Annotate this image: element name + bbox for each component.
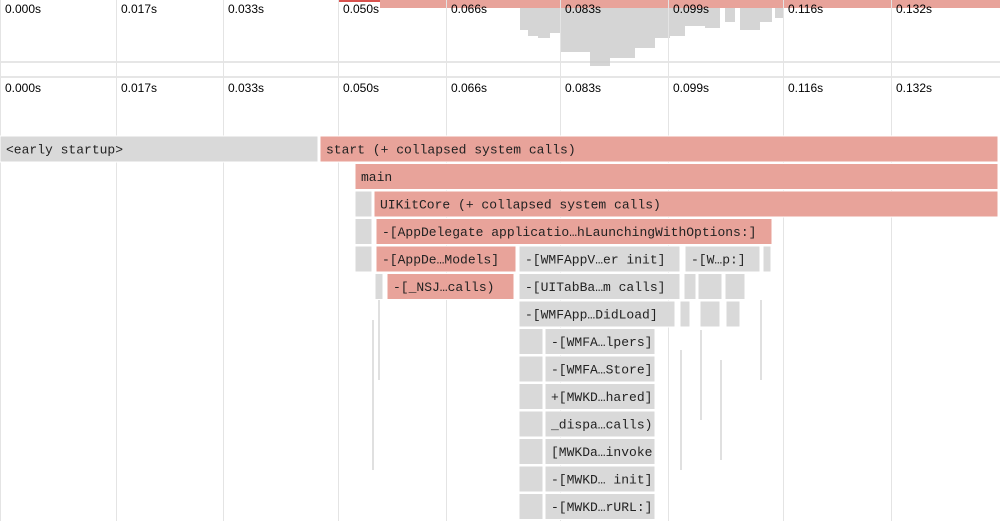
- timeline-tick-label: 0.017s: [121, 81, 157, 95]
- frame[interactable]: [386, 273, 515, 300]
- minimap-tick-label: 0.083s: [565, 2, 601, 16]
- frame-label: -[MWKD… init]: [551, 472, 652, 487]
- frame[interactable]: [374, 273, 384, 300]
- frame[interactable]: [354, 163, 999, 190]
- histogram-bar: [655, 8, 670, 38]
- frame-label: -[UITabBa…m calls]: [525, 280, 665, 295]
- histogram-bar: [550, 8, 560, 33]
- timeline-tick-label: 0.132s: [896, 81, 932, 95]
- timeline-tick-label: 0.050s: [343, 81, 379, 95]
- histogram-bar: [740, 8, 760, 30]
- frame-label: [MWKDa…invoke: [551, 445, 652, 460]
- frame[interactable]: [354, 218, 373, 245]
- frame-label: -[WMFA…lpers]: [551, 335, 652, 350]
- frame[interactable]: [518, 410, 544, 438]
- frame-sliver: [760, 300, 762, 380]
- frames: <early startup> start (+ collapsed system…: [0, 135, 999, 520]
- histogram-bar: [610, 8, 635, 58]
- minimap-tick-label: 0.116s: [788, 2, 823, 16]
- histogram-bar: [685, 8, 705, 26]
- frame-sliver: [372, 320, 374, 470]
- frame-label: -[WMFAppV…er init]: [525, 252, 665, 267]
- histogram-bar: [670, 8, 685, 36]
- frame[interactable]: [679, 300, 691, 328]
- frame-label: -[_NSJ…calls): [393, 280, 494, 295]
- frame[interactable]: [544, 438, 656, 465]
- frame[interactable]: [518, 493, 544, 520]
- frame-sliver: [378, 300, 380, 380]
- timeline-tick-label: 0.033s: [228, 81, 264, 95]
- histogram-bar: [590, 8, 610, 66]
- frame-label: main: [361, 170, 392, 185]
- frame-label: <early startup>: [6, 142, 123, 157]
- frame[interactable]: [354, 190, 373, 218]
- minimap-tick-label: 0.050s: [343, 2, 379, 16]
- frame-label: +[MWKD…hared]: [551, 390, 652, 405]
- histogram-bar: [538, 8, 550, 38]
- frame-label: -[MWKD…rURL:]: [551, 500, 652, 515]
- histogram-bar: [760, 8, 772, 22]
- frame[interactable]: [518, 355, 544, 383]
- timeline-tick-label: 0.116s: [788, 81, 823, 95]
- frame-label: start (+ collapsed system calls): [326, 142, 576, 157]
- frame-sliver: [700, 330, 702, 420]
- frame[interactable]: [518, 300, 676, 328]
- timeline-tick-label: 0.099s: [673, 81, 709, 95]
- frame[interactable]: [544, 383, 656, 410]
- frame-sliver: [680, 350, 682, 470]
- minimap-tick-label: 0.000s: [5, 2, 41, 16]
- histogram-bar: [775, 8, 783, 18]
- frame-label: -[AppDe…Models]: [382, 252, 499, 267]
- frame-label: _dispa…calls): [550, 417, 652, 432]
- frame[interactable]: [518, 438, 544, 465]
- histogram-bar: [520, 8, 528, 30]
- frame[interactable]: [544, 410, 656, 438]
- frame[interactable]: [724, 273, 746, 300]
- minimap-tick-label: 0.132s: [896, 2, 932, 16]
- histogram-bar: [725, 8, 735, 22]
- frame[interactable]: [518, 245, 681, 273]
- minimap-tick-label: 0.033s: [228, 2, 264, 16]
- frame[interactable]: [544, 355, 656, 383]
- frame[interactable]: [319, 135, 999, 163]
- frame[interactable]: [354, 245, 373, 273]
- frame[interactable]: [375, 245, 517, 273]
- frame[interactable]: [518, 465, 544, 493]
- histogram-bar: [705, 8, 720, 28]
- frame[interactable]: [0, 135, 319, 163]
- frame-label: -[W…p:]: [691, 252, 746, 267]
- frame[interactable]: [699, 300, 721, 328]
- frame[interactable]: [684, 245, 761, 273]
- frame[interactable]: [518, 328, 544, 355]
- frame-label: -[WMFApp…DidLoad]: [525, 307, 658, 322]
- frame-label: -[WMFA…Store]: [551, 362, 652, 377]
- timeline-tick-label: 0.083s: [565, 81, 601, 95]
- frame[interactable]: [518, 383, 544, 410]
- frame[interactable]: [373, 190, 999, 218]
- frame-label: -[AppDelegate applicatio…hLaunchingWithO…: [382, 225, 756, 240]
- minimap-tick-label: 0.099s: [673, 2, 709, 16]
- timeline-tick-label: 0.000s: [5, 81, 41, 95]
- minimap-histogram: [520, 8, 783, 66]
- frame[interactable]: [544, 465, 656, 493]
- timeline-tick-label: 0.066s: [451, 81, 487, 95]
- histogram-bar: [528, 8, 538, 36]
- minimap-tick-label: 0.066s: [451, 2, 487, 16]
- frame[interactable]: [683, 273, 697, 300]
- frame[interactable]: [544, 493, 656, 520]
- frame[interactable]: [725, 300, 741, 328]
- frame[interactable]: [697, 273, 723, 300]
- histogram-bar: [635, 8, 655, 48]
- frame-sliver: [720, 360, 722, 460]
- minimap-tick-label: 0.017s: [121, 2, 157, 16]
- minimap-bar: [380, 0, 1000, 8]
- frame-label: UIKitCore (+ collapsed system calls): [380, 197, 661, 212]
- frame[interactable]: [518, 273, 681, 300]
- frame[interactable]: [544, 328, 656, 355]
- histogram-bar: [560, 8, 590, 52]
- frame[interactable]: [762, 245, 772, 273]
- frame[interactable]: [375, 218, 773, 245]
